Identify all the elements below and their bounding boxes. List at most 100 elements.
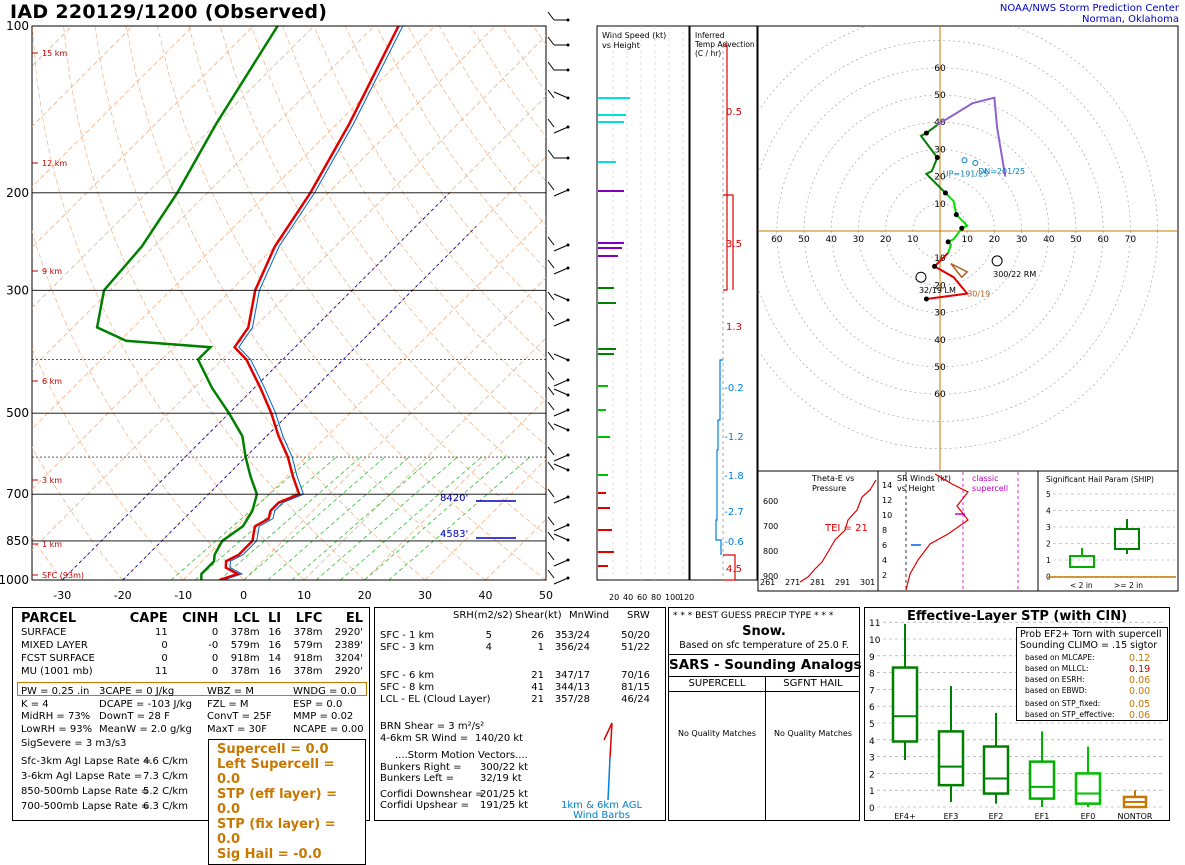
brn-shear: BRN Shear = 3 m²/s²	[380, 721, 485, 732]
parcel-cell: 16	[268, 666, 282, 677]
srw-title-1: SR Winds (kt)	[897, 474, 951, 483]
hodo-km-mark	[923, 130, 929, 136]
hodo-y-tick: 30	[934, 145, 946, 155]
windspeed-title-2: vs Height	[602, 41, 640, 50]
kinematic-cell: 46/24	[621, 694, 650, 705]
kinematics-panel: SRH(m2/s2) Shear(kt) MnWind SRW SFC - 1 …	[374, 607, 666, 821]
dry-adiabat	[157, 26, 546, 580]
height-label: 6 km	[42, 377, 62, 386]
corfidi-marker	[972, 160, 979, 166]
isotherm	[32, 26, 436, 430]
parcel-cell: 2920'	[334, 666, 363, 677]
barb-station	[566, 378, 570, 382]
barb-feather	[547, 488, 555, 498]
kinematic-cell: 344/13	[554, 682, 590, 693]
windspeed-tick: 120	[679, 593, 694, 602]
cape-header: CAPE	[129, 610, 168, 626]
barb-feather	[547, 259, 555, 269]
upper-charts: 8420'4583'19 25 1002003005007008501000-30…	[0, 11, 1179, 602]
kinematic-cell: 4	[485, 642, 492, 653]
barb-feather	[547, 118, 555, 128]
isotherm	[122, 156, 546, 580]
temp-tick-label: -30	[53, 589, 71, 602]
hodo-x-tick: 30	[1016, 235, 1028, 245]
temp-tick-label: 20	[358, 589, 372, 602]
srw-title-2: vs Height	[897, 484, 935, 493]
windspeed-tick: 100	[665, 593, 680, 602]
isotherm-0	[122, 226, 477, 580]
parcel-cell: MU (1001 mb)	[21, 666, 93, 677]
height-label: 9 km	[42, 267, 62, 276]
prob-value: 0.12	[1129, 653, 1151, 664]
tadv-value: 4.5	[726, 564, 742, 575]
mixing-ratio-line	[267, 456, 410, 580]
sars-supercell-header: SUPERCELL	[688, 678, 746, 689]
kinematic-cell: 353/24	[554, 630, 590, 641]
hodo-x-tick: 30	[853, 235, 865, 245]
gold-params: Supercell = 0.0 Left Supercell = 0.0 STP…	[208, 739, 366, 865]
thetae-x-tick: 261	[760, 578, 775, 587]
corfidi-label: DN=201/25	[978, 167, 1025, 176]
hodo-y-tick: 10	[934, 254, 946, 264]
tadv-value: -1.8	[724, 471, 744, 482]
corfidi-marker	[961, 157, 968, 164]
parcel-cell: 3204'	[334, 653, 363, 664]
temp-tick-label: 30	[418, 589, 432, 602]
thetae-frame	[757, 470, 879, 592]
parcel-cell: 0	[211, 627, 219, 638]
storm-motion-value: 191/25 kt	[480, 800, 529, 811]
hodo-trace	[936, 96, 1007, 177]
dry-adiabat	[188, 26, 546, 536]
storm-motion-label: Corfidi Upshear =	[380, 800, 469, 811]
index-value: MidRH = 73%	[21, 711, 91, 722]
ship-frame	[1037, 470, 1179, 592]
parcel-cell: 14	[268, 653, 282, 664]
temperature-line	[219, 26, 400, 580]
stp-prob-box: Prob EF2+ Torn with supercell Sounding C…	[1016, 627, 1168, 721]
temp-tick-label: 50	[539, 589, 553, 602]
stp-category: EF2	[989, 812, 1004, 820]
hodo-x-tick: 50	[798, 235, 810, 245]
prob-label: based on STP_fixed:	[1025, 699, 1101, 708]
prob-title-1: Prob EF2+ Torn with supercell	[1020, 629, 1162, 640]
mixing-ratio-line	[170, 456, 313, 580]
prob-label: based on STP_effective:	[1025, 710, 1115, 719]
barb-feather	[547, 551, 555, 561]
mu-highlight	[17, 682, 367, 696]
barb-feather	[547, 516, 555, 526]
hodo-x-tick: 40	[1043, 235, 1055, 245]
parcel-cell: 0	[211, 653, 219, 664]
srw-y-tick: 10	[882, 511, 892, 520]
parcel-row: MU (1001 mb) 11 0 378m 16 378m 2920'	[19, 665, 365, 678]
stp-y-tick: 4	[869, 737, 875, 747]
sighail-param: Sig Hail = -0.0	[217, 847, 322, 862]
index-value: NCAPE = 0.00	[293, 723, 364, 735]
temp-tick-label: 0	[240, 589, 247, 602]
stp-box	[891, 666, 919, 743]
bunkers-right-marker	[991, 255, 1003, 267]
hodo-x-tick: 70	[1125, 235, 1137, 245]
lapse-label: Sfc-3km Agl Lapse Rate =	[21, 756, 152, 767]
mixing-ratio-line	[243, 456, 385, 580]
hodo-y-tick: 20	[934, 281, 946, 291]
windspeed-title-1: Wind Speed (kt)	[602, 31, 666, 40]
precip-type: Snow.	[742, 624, 786, 639]
parcel-cell: 918m	[230, 653, 260, 664]
stp-panel: Effective-Layer STP (with CIN) 11 10 9 8 7 6 5…	[864, 607, 1170, 821]
tadv-warm-mid	[723, 194, 734, 290]
dry-adiabat	[282, 26, 546, 402]
stp-y-tick: 1	[869, 787, 875, 797]
isotherm	[364, 398, 546, 580]
temp-tick-label: -10	[174, 589, 192, 602]
ship-cat: < 2 in	[1070, 581, 1093, 590]
parcel-panel: PARCEL CAPE CINH LCL LI LFC EL SURFACE 11…	[12, 607, 370, 865]
kinematic-cell: SFC - 1 km	[380, 630, 435, 641]
wind-barb	[553, 353, 569, 361]
barb-station	[566, 318, 570, 322]
barb-feather	[547, 421, 555, 431]
level-label-upper: 8420'	[440, 493, 468, 504]
wind-barb	[553, 126, 569, 134]
dry-adiabat	[250, 26, 546, 446]
isotherm	[32, 26, 194, 188]
wind-barb	[553, 463, 569, 471]
